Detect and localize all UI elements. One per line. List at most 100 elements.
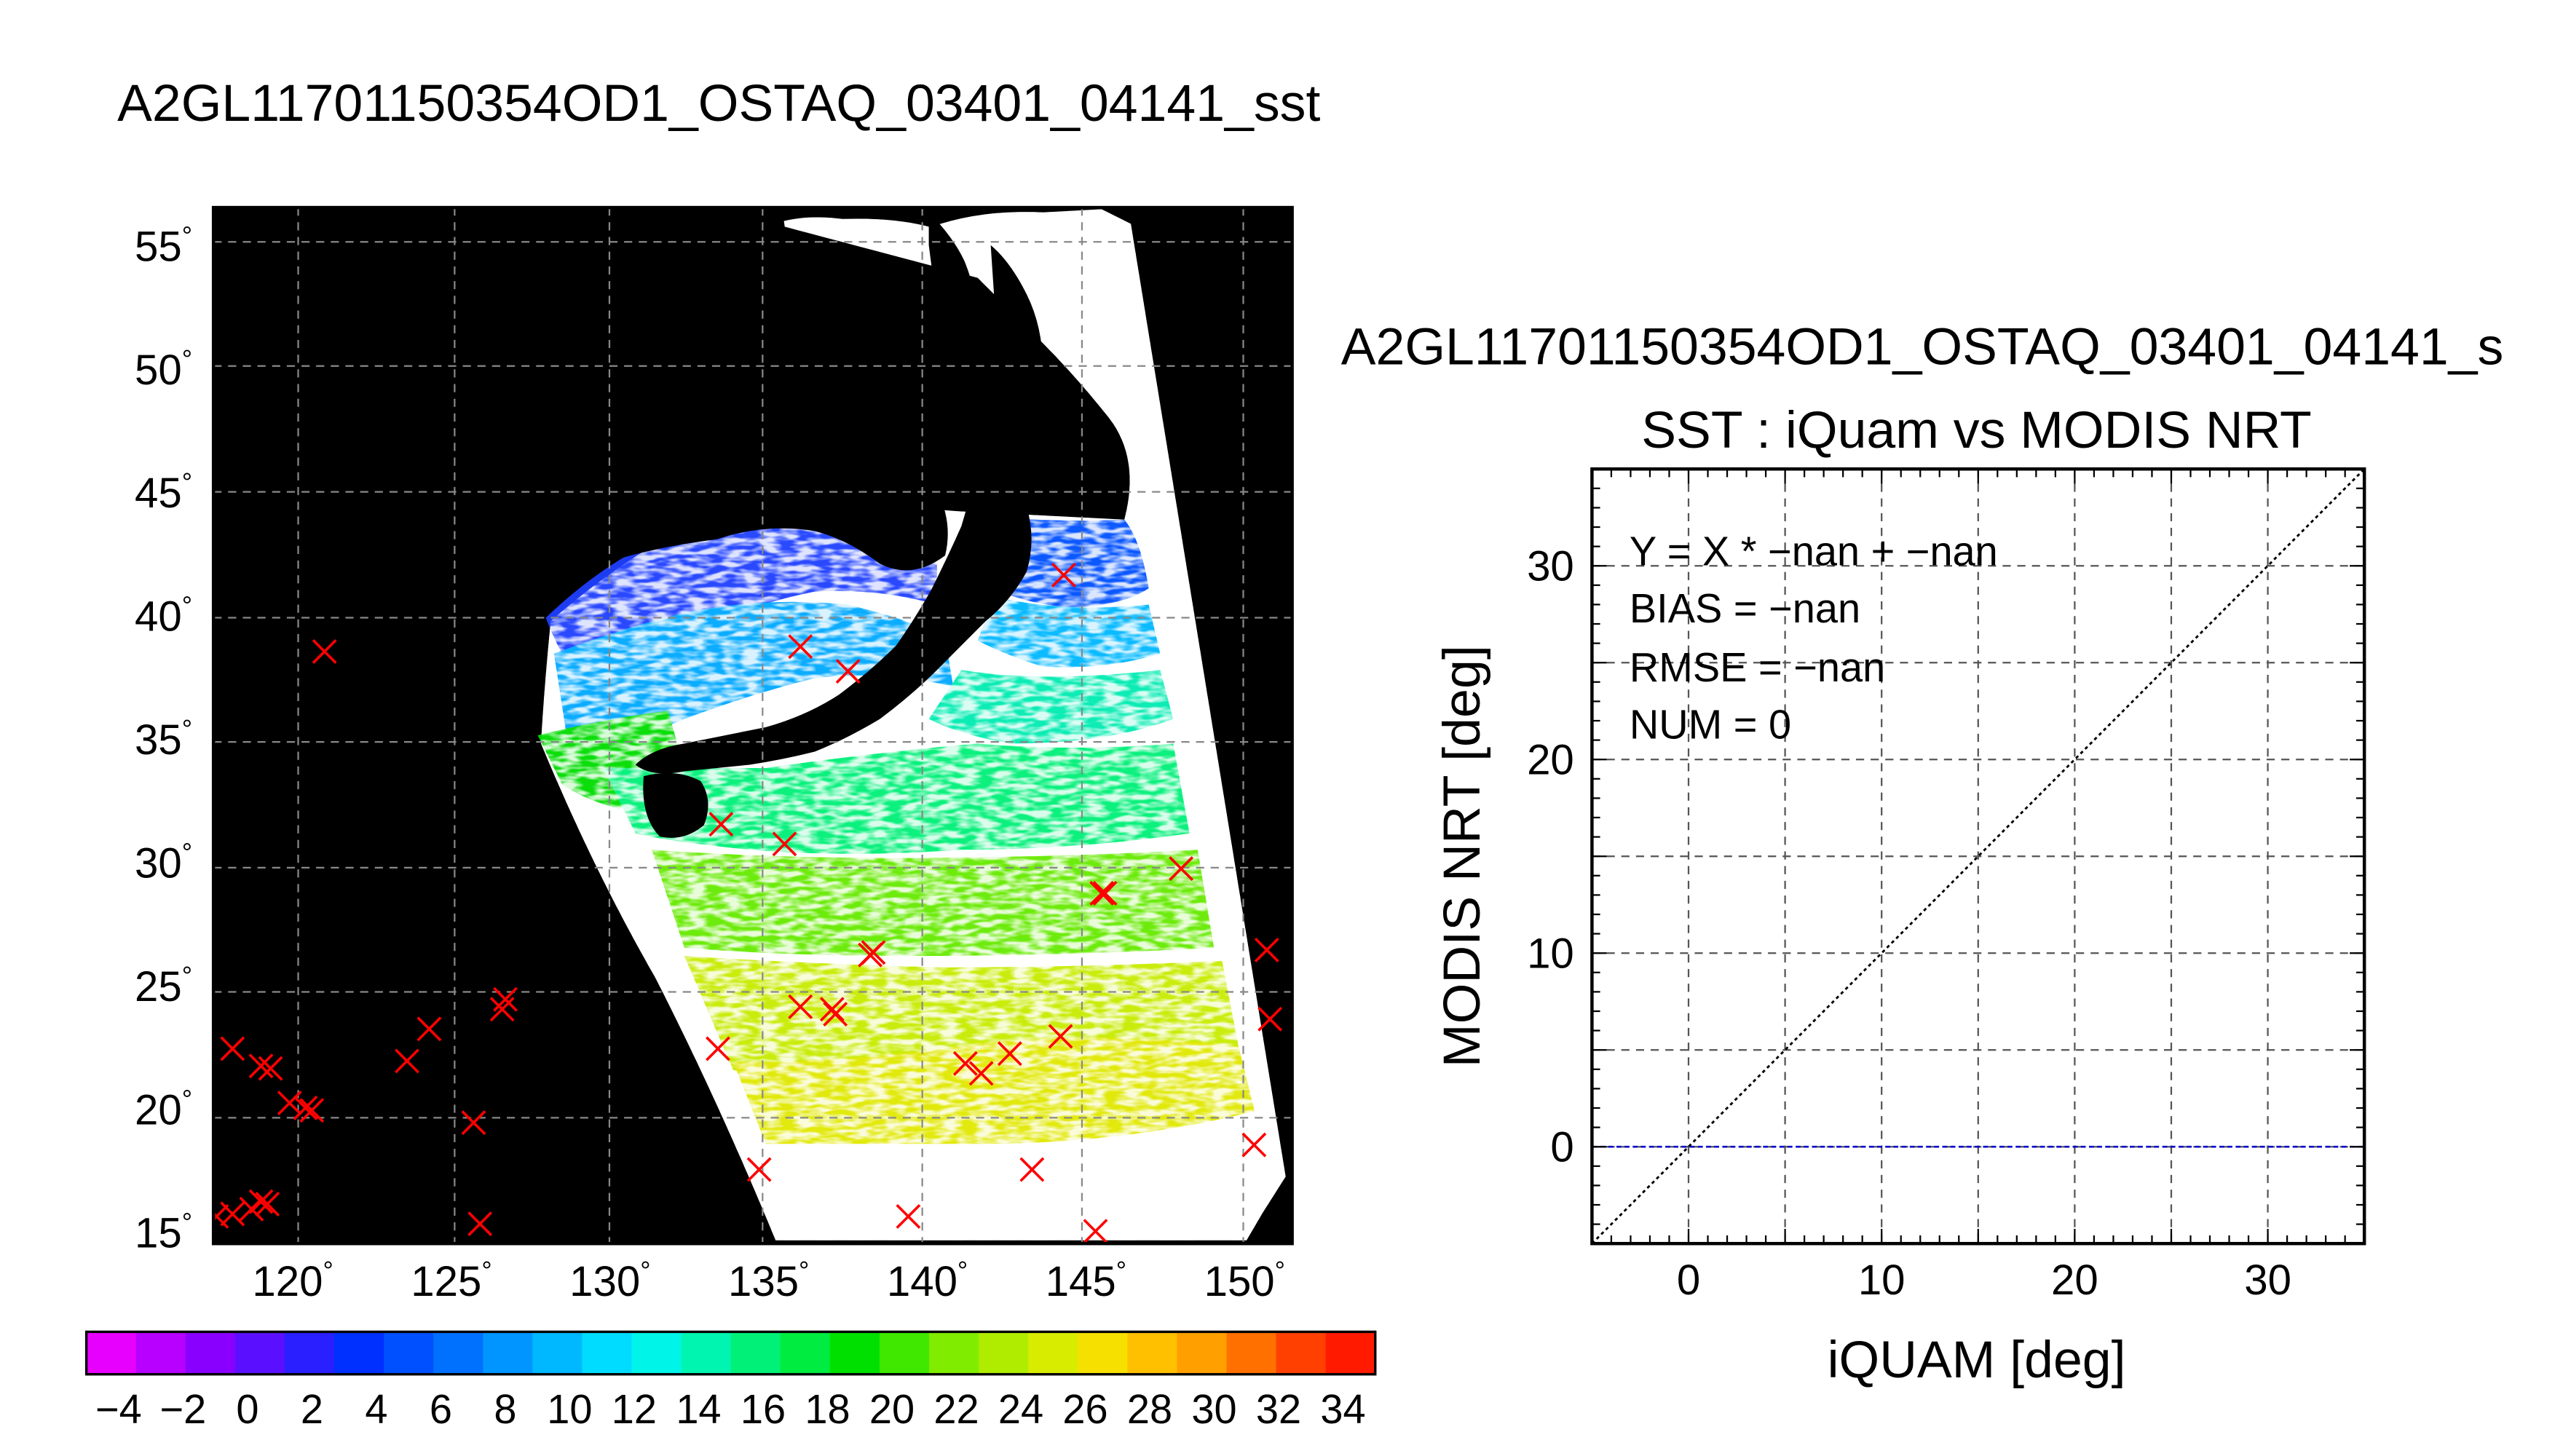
colorbar: −4 −2 0 2 4 6 8 10 12 14 16 18 20 22 24 26 28 30 32 34 <box>84 1330 1377 1432</box>
colorbar-tick-label: 24 <box>998 1386 1043 1432</box>
buoy-marker <box>788 994 813 1019</box>
buoy-marker <box>1092 881 1118 906</box>
colorbar-cell <box>234 1332 286 1374</box>
buoy-marker <box>277 1091 302 1116</box>
buoy-marker <box>493 986 518 1012</box>
buoy-marker <box>1089 881 1115 906</box>
buoy-marker <box>293 1095 318 1120</box>
y-tick-label: 20 <box>1527 736 1574 783</box>
buoy-marker <box>220 1036 245 1061</box>
colorbar-cell <box>1078 1332 1129 1374</box>
buoy-marker <box>1257 1006 1283 1032</box>
scatter-y-tick-labels: 0 10 20 30 <box>1527 542 1574 1171</box>
colorbar-cell <box>829 1332 881 1374</box>
colorbar-cell <box>185 1332 236 1374</box>
colorbar-cell <box>532 1332 583 1374</box>
buoy-markers <box>213 562 1283 1244</box>
lon-tick-label: 145° <box>1046 1257 1126 1306</box>
scatter-x-tick-labels: 0 10 20 30 <box>1677 1257 2291 1304</box>
lon-tick-label: 140° <box>887 1257 968 1306</box>
land <box>213 207 1051 838</box>
lat-tick-label: 45° <box>135 468 192 518</box>
colorbar-cells <box>86 1332 1376 1374</box>
colorbar-cell <box>1226 1332 1277 1374</box>
colorbar-tick-label: 4 <box>365 1386 387 1432</box>
map-panel: 15° 20° 25° 30° 35° 40° 45° 50° 55° 120° 125° 130°… <box>135 205 1294 1306</box>
buoy-marker <box>835 659 861 684</box>
colorbar-cell <box>979 1332 1030 1374</box>
colorbar-tick-label: 6 <box>430 1386 452 1432</box>
colorbar-tick-label: 8 <box>494 1386 516 1432</box>
buoy-marker <box>489 997 515 1022</box>
buoy-marker <box>467 1211 493 1237</box>
colorbar-tick-label: 14 <box>676 1386 721 1432</box>
lat-tick-label: 25° <box>135 961 192 1010</box>
colorbar-tick-label: 26 <box>1062 1386 1107 1432</box>
scatter-minor-ticks <box>1591 468 2366 1245</box>
y-tick-label: 30 <box>1527 542 1574 590</box>
lat-tick-label: 30° <box>135 838 192 887</box>
y-tick-label: 10 <box>1527 930 1574 977</box>
colorbar-tick-label: 34 <box>1320 1386 1365 1432</box>
buoy-marker <box>248 1189 274 1214</box>
colorbar-tick-labels: −4 −2 0 2 4 6 8 10 12 14 16 18 20 22 24 26 28 30 32 34 <box>95 1386 1366 1432</box>
colorbar-cell <box>879 1332 931 1374</box>
colorbar-cell <box>1325 1332 1376 1374</box>
buoy-marker <box>461 1110 486 1136</box>
buoy-marker <box>1019 1157 1045 1182</box>
buoy-marker <box>861 940 886 965</box>
x-tick-label: 10 <box>1858 1257 1906 1304</box>
lat-tick-label: 20° <box>135 1085 192 1134</box>
colorbar-cell <box>284 1332 336 1374</box>
buoy-marker <box>1169 856 1194 882</box>
lon-tick-label: 135° <box>728 1257 809 1306</box>
map-gridlines <box>213 207 1292 1244</box>
colorbar-tick-label: 28 <box>1127 1386 1172 1432</box>
buoy-marker <box>1083 1219 1108 1244</box>
colorbar-cell <box>1276 1332 1327 1374</box>
lat-tick-label: 40° <box>135 591 192 641</box>
buoy-marker <box>1048 1024 1073 1049</box>
colorbar-cell <box>135 1332 186 1374</box>
scatter-title: SST : iQuam vs MODIS NRT <box>1641 401 2311 459</box>
x-tick-label: 20 <box>2051 1257 2098 1304</box>
lat-tick-label: 55° <box>135 221 192 271</box>
lon-tick-label: 130° <box>569 1257 650 1306</box>
buoy-marker <box>416 1016 442 1042</box>
buoy-marker <box>788 634 813 660</box>
y-axis-label: MODIS NRT [deg] <box>1433 645 1491 1067</box>
y-tick-label: 0 <box>1550 1123 1573 1171</box>
colorbar-tick-label: 10 <box>547 1386 592 1432</box>
rmse-value: RMSE = −nan <box>1630 644 1885 690</box>
colorbar-cell <box>1028 1332 1079 1374</box>
colorbar-cell <box>582 1332 633 1374</box>
colorbar-tick-label: 0 <box>236 1386 258 1432</box>
x-tick-label: 30 <box>2244 1257 2291 1304</box>
colorbar-tick-label: 2 <box>301 1386 323 1432</box>
colorbar-cell <box>681 1332 732 1374</box>
buoy-marker <box>1051 562 1076 587</box>
colorbar-cell <box>730 1332 781 1374</box>
colorbar-cell <box>1127 1332 1178 1374</box>
colorbar-cell <box>780 1332 831 1374</box>
buoy-marker <box>1241 1132 1267 1158</box>
x-tick-label: 0 <box>1677 1257 1700 1304</box>
colorbar-tick-label: 20 <box>869 1386 915 1432</box>
buoy-marker <box>997 1041 1022 1067</box>
buoy-marker <box>823 1002 848 1027</box>
colorbar-tick-label: 32 <box>1256 1386 1301 1432</box>
buoy-marker <box>746 1157 772 1182</box>
buoy-marker <box>248 1053 274 1079</box>
colorbar-cell <box>631 1332 682 1374</box>
buoy-marker <box>299 1098 325 1123</box>
lat-tick-labels: 15° 20° 25° 30° 35° 40° 45° 50° 55° <box>135 221 192 1257</box>
buoy-marker <box>896 1203 921 1229</box>
num-value: NUM = 0 <box>1630 702 1791 748</box>
scatter-plot: 0 10 20 30 0 10 20 30 Y = X * −nan + −nan BIAS… <box>1433 467 2366 1389</box>
colorbar-tick-label: 22 <box>933 1386 979 1432</box>
scatter-run-title: A2GL11701150354OD1_OSTAQ_03401_04141_s <box>1341 317 2504 376</box>
lon-tick-label: 120° <box>252 1257 333 1306</box>
buoy-marker <box>968 1061 994 1086</box>
buoy-marker <box>708 812 734 837</box>
